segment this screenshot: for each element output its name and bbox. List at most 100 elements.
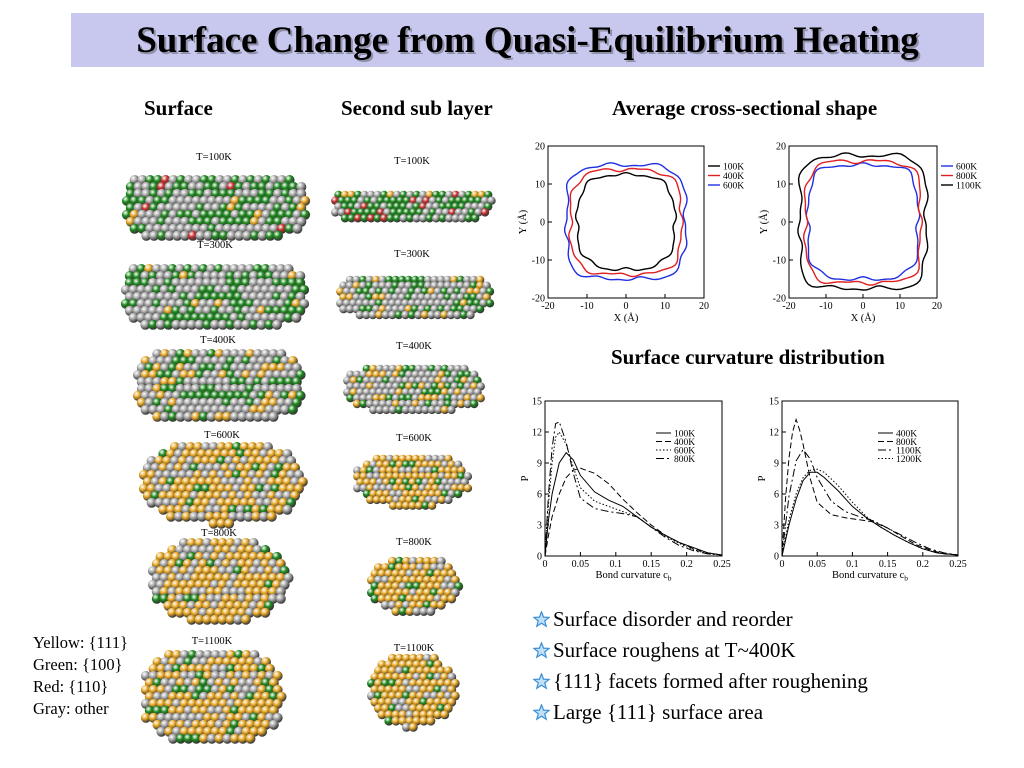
legend-label: 400K — [896, 430, 917, 440]
x-axis-label-subscript: b — [904, 574, 908, 583]
title-banner: Surface Change from Quasi-Equilibrium He… — [71, 13, 984, 67]
x-axis-label: X (Å) — [614, 312, 639, 324]
legend-label: 800K — [956, 172, 977, 182]
y-tick-label: 10 — [776, 180, 786, 191]
y-tick-label: 6 — [774, 490, 779, 501]
legend-label: 1200K — [896, 455, 922, 465]
cross-section-header: Average cross-sectional shape — [612, 96, 878, 120]
nanoparticle — [367, 556, 464, 616]
slide-title: Surface Change from Quasi-Equilibrium He… — [136, 20, 919, 61]
x-tick-label: 20 — [932, 301, 942, 312]
y-tick-label: -20 — [773, 294, 786, 305]
series-line — [781, 471, 959, 557]
y-tick-label: 6 — [537, 490, 542, 501]
bullet-item: Surface roughens at T~400K — [533, 635, 868, 666]
sublayer-temp-label: T=100K — [394, 156, 430, 167]
x-tick-label: 10 — [660, 301, 670, 312]
nanoparticle — [140, 650, 287, 744]
x-tick-label: -10 — [580, 301, 593, 312]
nanoparticle — [147, 538, 294, 625]
bullet-text: Surface disorder and reorder — [553, 607, 793, 631]
x-tick-label: 0.1 — [610, 559, 623, 570]
x-axis-label-subscript: b — [668, 574, 672, 583]
y-tick-label: 20 — [535, 142, 545, 153]
bullet-text: Large {111} surface area — [553, 700, 764, 724]
curvature-chart-2: 0 0.05 0.1 0.15 0.2 0.25 0 3 6 9 12 15 Bond curvatur… — [757, 397, 967, 583]
x-tick-label: 0.15 — [879, 559, 897, 570]
legend-label: 800K — [674, 455, 695, 465]
x-tick-label: 0 — [624, 301, 629, 312]
surface-temp-label: T=100K — [196, 152, 232, 163]
x-axis-label: Bond curvature cb — [595, 570, 671, 583]
bullet-item: Surface disorder and reorder — [533, 604, 868, 635]
legend-label: 100K — [674, 430, 695, 440]
nanoparticle — [120, 264, 310, 330]
legend-line: Yellow: {111} — [33, 633, 128, 652]
star-bullet-icon — [533, 642, 550, 659]
series-line — [574, 171, 678, 272]
surface-temp-label: T=300K — [197, 240, 233, 251]
surface-temp-label: T=400K — [200, 335, 236, 346]
x-axis-label: X (Å) — [851, 312, 876, 324]
legend-label: 600K — [723, 182, 744, 192]
legend-label: 100K — [723, 163, 744, 173]
bullet-item: {111} facets formed after roughening — [533, 666, 868, 697]
sublayer-temp-label: T=400K — [396, 341, 432, 352]
x-axis-label: Bond curvature cb — [832, 570, 908, 583]
y-axis-label: Y (Å) — [517, 209, 529, 234]
y-axis-label: P — [520, 475, 531, 481]
surface-temp-label: T=800K — [201, 528, 237, 539]
x-tick-label: 0.2 — [917, 559, 930, 570]
y-tick-label: 0 — [537, 552, 542, 563]
legend-label: 400K — [723, 172, 744, 182]
plot-frame — [544, 400, 723, 557]
bullet-text: Surface roughens at T~400K — [553, 638, 796, 662]
sublayer-header: Second sub layer — [341, 96, 493, 120]
x-tick-label: 0.1 — [846, 559, 859, 570]
x-tick-label: 0.05 — [572, 559, 590, 570]
x-tick-label: 0.25 — [713, 559, 731, 570]
nanoparticle — [132, 349, 306, 422]
series-line — [544, 420, 723, 557]
y-axis-label: Y (Å) — [758, 209, 770, 234]
y-tick-label: 0 — [774, 552, 779, 563]
x-tick-label: -10 — [819, 301, 832, 312]
sublayer-temp-label: T=300K — [394, 249, 430, 260]
legend-label: 1100K — [896, 447, 922, 457]
y-axis-label: P — [757, 475, 768, 481]
legend-line: Green: {100} — [33, 655, 123, 674]
star-bullet-icon — [533, 673, 550, 690]
x-tick-label: 0 — [861, 301, 866, 312]
y-tick-label: 15 — [769, 397, 779, 408]
surface-temp-label: T=600K — [204, 430, 240, 441]
y-tick-label: 10 — [535, 180, 545, 191]
y-tick-label: 3 — [537, 521, 542, 532]
series-line — [544, 451, 723, 557]
star-bullet-icon — [533, 611, 550, 628]
nanoparticle — [138, 442, 308, 529]
x-tick-label: 0.25 — [949, 559, 967, 570]
legend-line: Gray: other — [33, 699, 109, 718]
x-tick-label: -20 — [541, 301, 554, 312]
series-line — [781, 468, 959, 557]
nanoparticle — [331, 190, 496, 223]
legend-label: 600K — [674, 447, 695, 457]
series-line — [568, 167, 685, 278]
sublayer-temp-label: T=600K — [396, 433, 432, 444]
y-tick-label: 20 — [776, 142, 786, 153]
y-tick-label: 15 — [532, 397, 542, 408]
series-line — [781, 417, 959, 557]
bullet-text: {111} facets formed after roughening — [553, 669, 868, 693]
y-tick-label: 9 — [774, 459, 779, 470]
legend-line: Red: {110} — [33, 677, 109, 696]
x-tick-label: 10 — [895, 301, 905, 312]
legend-label: 1100K — [956, 182, 982, 192]
legend-label: 600K — [956, 163, 977, 173]
y-tick-label: -10 — [532, 256, 545, 267]
series-line — [564, 162, 688, 282]
nanoparticle — [353, 454, 473, 510]
y-tick-label: -20 — [532, 294, 545, 305]
color-legend: Yellow: {111} Green: {100} Red: {110} Gr… — [33, 632, 128, 720]
star-bullet-icon — [533, 704, 550, 721]
